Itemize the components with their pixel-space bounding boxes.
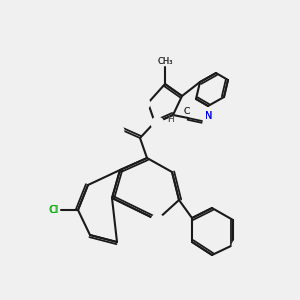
Text: N: N <box>205 111 213 121</box>
Text: S: S <box>139 98 145 108</box>
Text: O: O <box>113 125 121 135</box>
Text: O: O <box>113 125 121 135</box>
Text: N: N <box>234 240 242 250</box>
Text: N: N <box>205 111 213 121</box>
Text: H: H <box>167 116 173 124</box>
Text: Cl: Cl <box>48 205 58 215</box>
Text: N: N <box>153 118 161 128</box>
Text: Cl: Cl <box>49 205 59 215</box>
Text: C: C <box>184 106 190 116</box>
Text: N: N <box>234 240 242 250</box>
Text: N: N <box>153 215 161 225</box>
Text: CH₃: CH₃ <box>157 58 173 67</box>
Text: S: S <box>140 98 146 108</box>
Text: N: N <box>153 215 161 225</box>
Text: CH₃: CH₃ <box>157 58 173 67</box>
Text: C: C <box>184 106 190 116</box>
Text: N: N <box>153 118 161 128</box>
Text: H: H <box>167 116 173 124</box>
